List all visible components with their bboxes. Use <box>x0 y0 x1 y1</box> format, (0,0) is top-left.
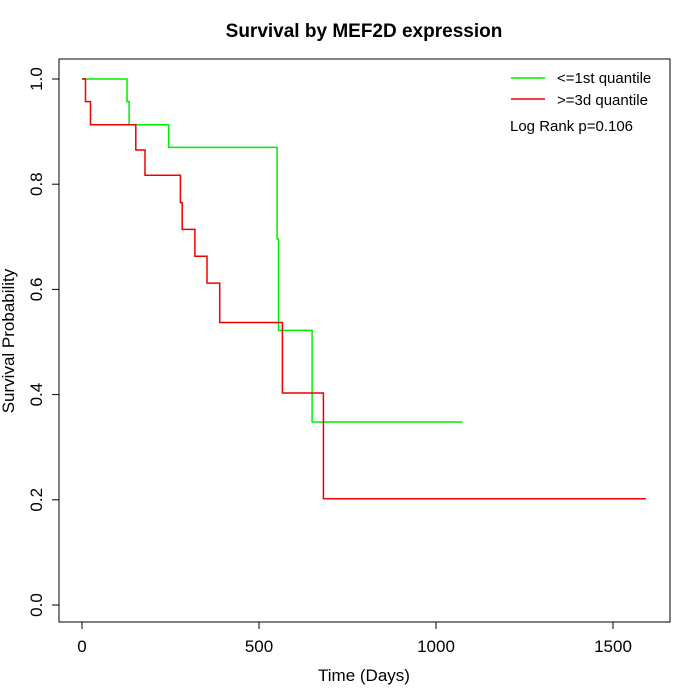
x-axis: 0 500 1000 1500 <box>77 621 632 656</box>
log-rank-annotation: Log Rank p=0.106 <box>510 118 633 135</box>
y-tick-label: 0.4 <box>27 383 46 407</box>
x-tick-label: 1000 <box>417 637 455 656</box>
legend-label-low: <=1st quantile <box>557 70 651 87</box>
x-tick-label: 0 <box>77 637 86 656</box>
series-lines <box>82 78 646 500</box>
x-tick-label: 1500 <box>594 637 632 656</box>
x-axis-label: Time (Days) <box>318 666 410 685</box>
y-tick-label: 0.6 <box>27 278 46 302</box>
chart-title: Survival by MEF2D expression <box>226 21 503 42</box>
y-tick-label: 0.0 <box>27 593 46 617</box>
y-tick-label: 0.8 <box>27 172 46 196</box>
series-line-high-quantile <box>82 78 646 500</box>
y-tick-label: 1.0 <box>27 67 46 91</box>
y-tick-label: 0.2 <box>27 488 46 512</box>
series-line-low-quantile <box>82 78 463 423</box>
x-tick-label: 500 <box>245 637 273 656</box>
plot-frame <box>58 58 671 623</box>
y-axis: 0.0 0.2 0.4 0.6 0.8 1.0 <box>27 67 60 617</box>
legend: <=1st quantile >=3d quantile <box>511 70 651 109</box>
y-axis-label: Survival Probability <box>0 268 18 413</box>
legend-label-high: >=3d quantile <box>557 92 648 109</box>
